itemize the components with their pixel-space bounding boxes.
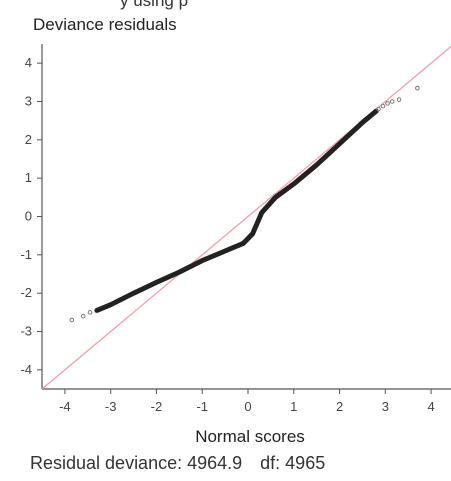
tail-point [69, 317, 75, 323]
x-tick-label: -3 [105, 399, 117, 414]
tail-point [385, 101, 390, 106]
x-tick-label: -2 [151, 399, 163, 414]
x-tick-label: 0 [244, 399, 251, 414]
y-tick-label: -2 [20, 285, 32, 300]
cropped-header-text: y using p [120, 0, 189, 10]
tail-point [389, 99, 395, 104]
y-tick-label: 0 [25, 209, 32, 224]
y-tick-label: 1 [25, 170, 32, 185]
tail-point [87, 310, 93, 315]
reference-line [42, 45, 451, 389]
y-axis-label: Deviance residuals [33, 15, 177, 34]
y-tick-label: 2 [25, 132, 32, 147]
tail-point [376, 106, 381, 112]
x-tick-label: 3 [382, 399, 389, 414]
x-axis-label: Normal scores [195, 427, 305, 446]
tail-point [380, 103, 386, 109]
y-tick-label: 4 [25, 55, 32, 70]
y-tick-label: -1 [20, 247, 32, 262]
x-tick-label: 1 [290, 399, 297, 414]
tail-point [80, 313, 86, 319]
x-tick-label: -1 [196, 399, 208, 414]
x-tick-label: -4 [59, 399, 71, 414]
tail-point [415, 85, 420, 91]
model-summary: Residual deviance: 4964.9 df: 4965 [30, 453, 325, 474]
y-tick-label: -4 [20, 362, 32, 377]
residual-deviance-text: Residual deviance: 4964.9 [30, 453, 243, 473]
x-tick-label: 4 [427, 399, 434, 414]
tail-point [396, 97, 402, 102]
qq-points-band [94, 108, 379, 313]
y-tick-label: -3 [20, 324, 32, 339]
y-tick-label: 3 [25, 94, 32, 109]
x-tick-label: 2 [336, 399, 343, 414]
df-text: df: 4965 [260, 453, 326, 473]
